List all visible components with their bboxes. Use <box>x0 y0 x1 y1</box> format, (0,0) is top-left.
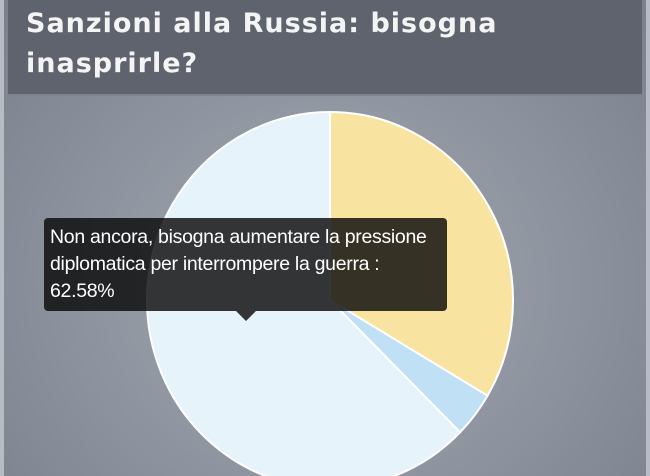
tooltip-arrow <box>236 311 256 321</box>
poll-header: Sanzioni alla Russia: bisogna inasprirle… <box>8 0 642 96</box>
chart-title: Sanzioni alla Russia: bisogna inasprirle… <box>26 8 498 79</box>
slice-tooltip: Non ancora, bisogna aumentare la pressio… <box>44 218 447 311</box>
